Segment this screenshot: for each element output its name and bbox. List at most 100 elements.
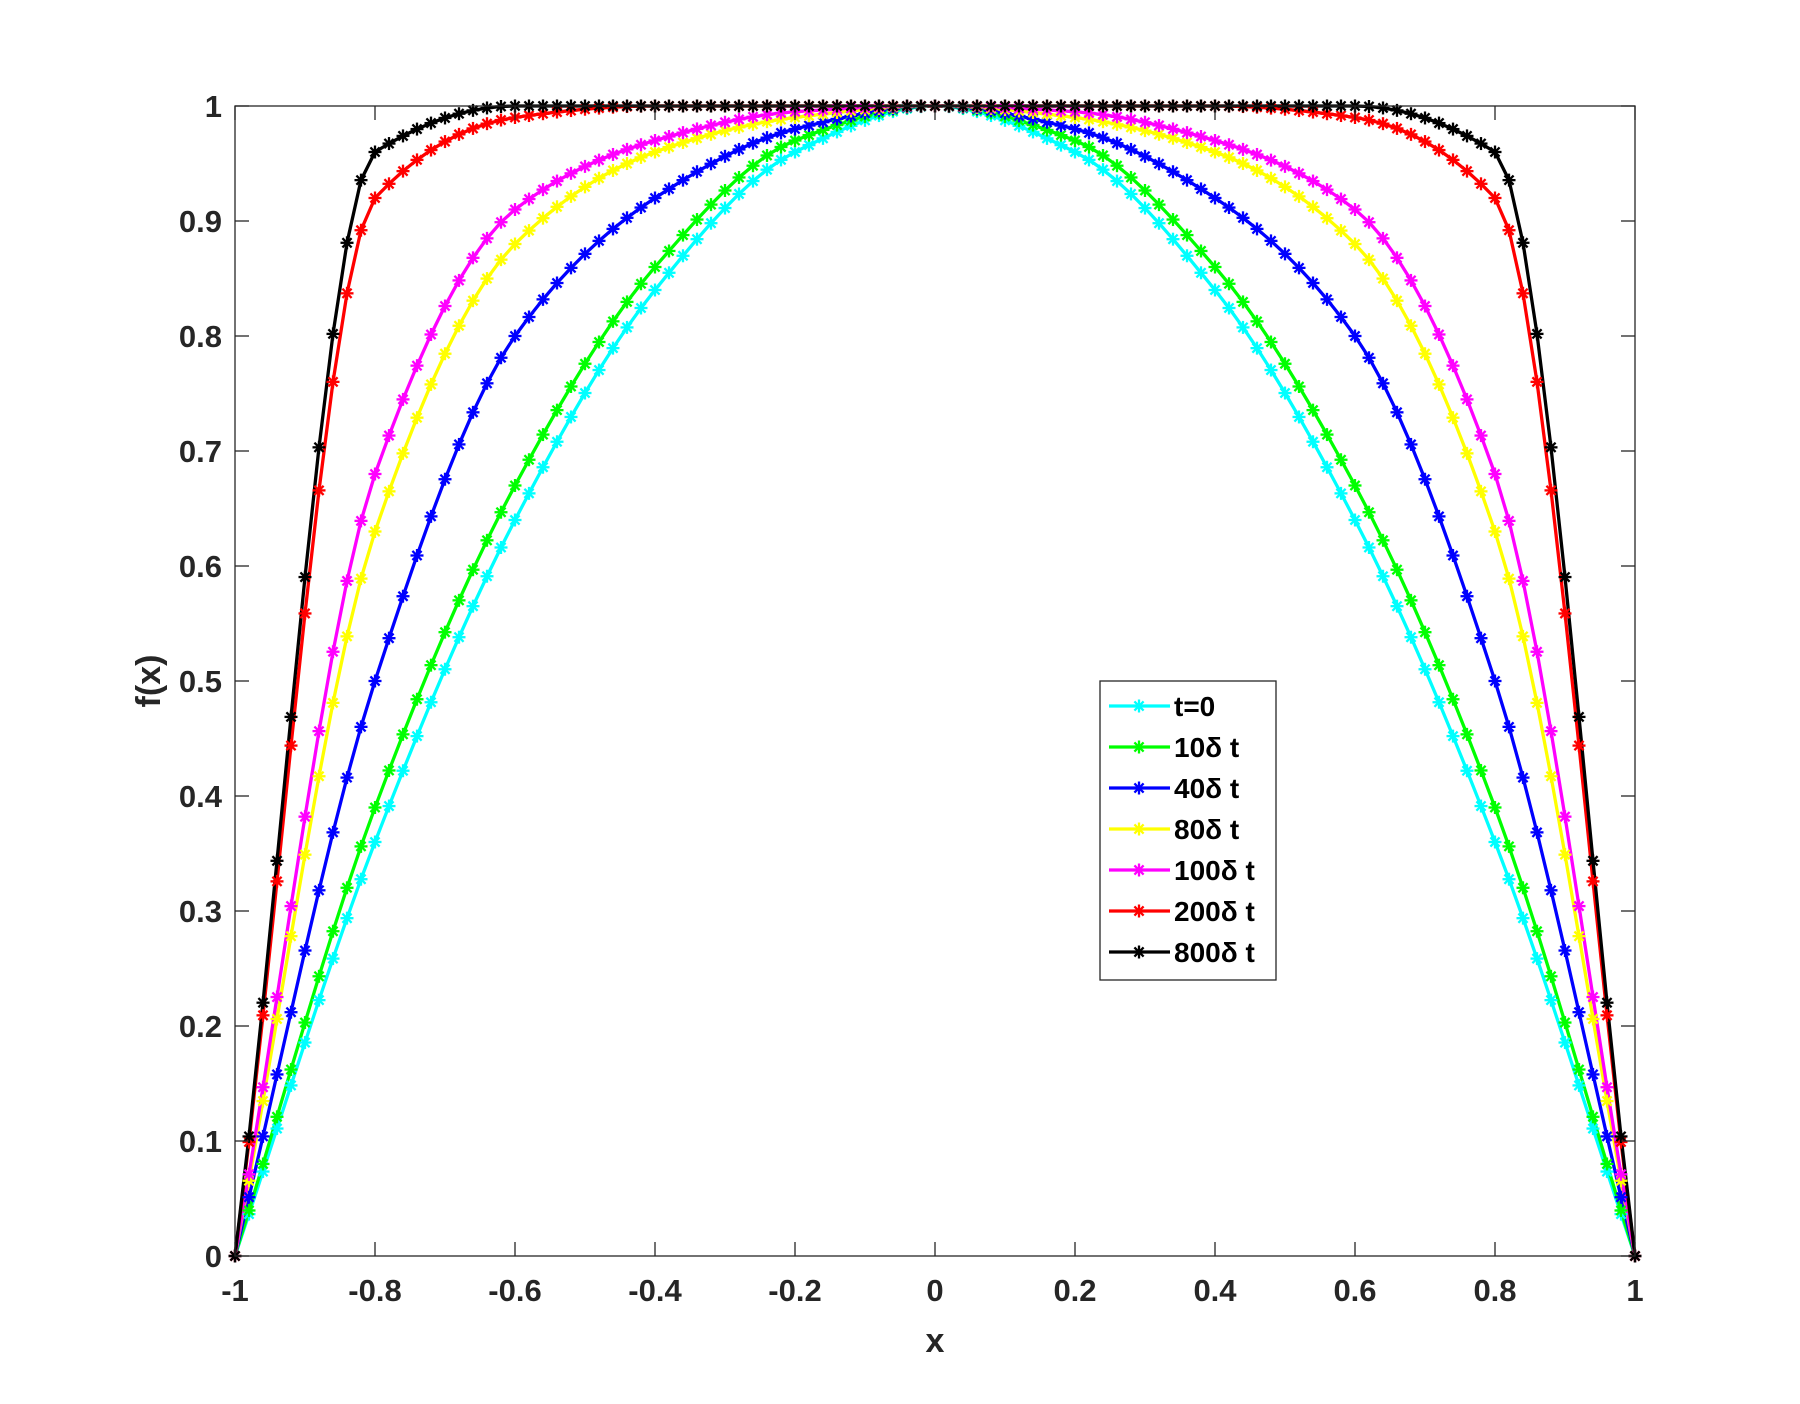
- data-point-1-69: [1194, 244, 1208, 258]
- data-point-5-96: [1572, 739, 1586, 753]
- data-point-1-38: [760, 148, 774, 162]
- data-point-0-67: [1166, 232, 1180, 246]
- data-point-3-3: [270, 1012, 284, 1026]
- data-point-1-91: [1502, 839, 1516, 853]
- data-point-3-85: [1418, 347, 1432, 361]
- data-point-5-85: [1418, 135, 1432, 149]
- data-point-0-85: [1418, 662, 1432, 676]
- data-point-2-38: [760, 131, 774, 145]
- data-point-4-71: [1222, 138, 1236, 152]
- data-point-1-1: [242, 1203, 256, 1217]
- data-point-2-31: [662, 182, 676, 196]
- legend-swatch-marker: [1132, 822, 1146, 836]
- data-point-4-76: [1292, 166, 1306, 180]
- data-point-3-30: [648, 145, 662, 159]
- data-point-6-11: [382, 137, 396, 151]
- data-point-3-5: [298, 848, 312, 862]
- legend-label: 10δ t: [1174, 732, 1239, 763]
- data-point-4-2: [256, 1080, 270, 1094]
- data-point-3-13: [410, 411, 424, 425]
- data-point-1-75: [1278, 357, 1292, 371]
- data-point-0-86: [1432, 695, 1446, 709]
- data-point-0-40: [788, 145, 802, 159]
- data-point-5-15: [438, 135, 452, 149]
- data-point-4-26: [592, 153, 606, 167]
- data-point-1-82: [1376, 533, 1390, 547]
- data-point-2-27: [606, 222, 620, 236]
- data-point-2-10: [368, 674, 382, 688]
- data-point-0-39: [774, 153, 788, 167]
- data-point-1-67: [1166, 213, 1180, 227]
- y-axis: 0 0.1 0.2 0.3 0.4 0.5 0.6 0.7 0.8 0.9 1: [179, 89, 1635, 1274]
- x-tick-label: 0.6: [1333, 1273, 1376, 1308]
- data-point-3-25: [578, 180, 592, 194]
- data-point-2-62: [1096, 131, 1110, 145]
- data-point-2-70: [1208, 191, 1222, 205]
- y-axis-label: f(x): [130, 655, 168, 708]
- data-point-2-86: [1432, 509, 1446, 523]
- data-point-4-10: [368, 467, 382, 481]
- data-point-5-97: [1586, 874, 1600, 888]
- data-point-3-84: [1404, 319, 1418, 333]
- data-point-3-97: [1586, 1012, 1600, 1026]
- data-point-0-16: [452, 630, 466, 644]
- data-point-0-58: [1040, 131, 1054, 145]
- data-point-4-94: [1544, 724, 1558, 738]
- data-point-0-12: [396, 764, 410, 778]
- data-point-2-19: [494, 351, 508, 365]
- data-point-0-63: [1110, 174, 1124, 188]
- data-point-2-20: [508, 329, 522, 343]
- data-point-1-87: [1446, 692, 1460, 706]
- data-point-3-79: [1334, 224, 1348, 238]
- legend-item: t=0: [1109, 691, 1215, 722]
- data-point-0-80: [1348, 513, 1362, 527]
- data-point-2-88: [1460, 589, 1474, 603]
- data-point-3-29: [634, 150, 648, 164]
- data-point-3-73: [1250, 163, 1264, 177]
- data-point-4-8: [340, 574, 354, 588]
- data-point-4-67: [1166, 122, 1180, 136]
- data-point-0-66: [1152, 216, 1166, 230]
- data-point-0-96: [1572, 1078, 1586, 1092]
- data-point-2-29: [634, 201, 648, 215]
- data-point-0-29: [634, 301, 648, 315]
- data-point-4-6: [312, 724, 326, 738]
- data-point-3-22: [536, 211, 550, 225]
- data-point-1-98: [1600, 1157, 1614, 1171]
- x-tick-label: 1: [1626, 1273, 1643, 1308]
- data-point-4-92: [1516, 574, 1530, 588]
- data-point-4-38: [760, 108, 774, 122]
- data-point-0-33: [690, 232, 704, 246]
- data-point-3-10: [368, 525, 382, 538]
- data-point-3-20: [508, 237, 522, 251]
- data-point-0-69: [1194, 266, 1208, 280]
- data-point-1-8: [340, 881, 354, 895]
- data-point-4-73: [1250, 147, 1264, 161]
- data-point-4-13: [410, 359, 424, 373]
- data-point-4-31: [662, 129, 676, 143]
- data-point-4-11: [382, 429, 396, 443]
- data-point-0-26: [592, 363, 606, 377]
- data-point-2-91: [1502, 720, 1516, 734]
- data-point-2-71: [1222, 201, 1236, 215]
- data-point-2-98: [1600, 1129, 1614, 1143]
- data-point-6-6: [312, 440, 326, 454]
- data-point-2-3: [270, 1067, 284, 1081]
- data-point-4-96: [1572, 899, 1586, 913]
- data-point-2-60: [1068, 122, 1082, 136]
- data-point-2-87: [1446, 549, 1460, 563]
- data-point-3-27: [606, 163, 620, 177]
- data-point-2-37: [746, 136, 760, 150]
- data-point-2-22: [536, 292, 550, 306]
- data-point-3-67: [1166, 131, 1180, 145]
- data-point-1-37: [746, 159, 760, 173]
- data-point-0-60: [1068, 145, 1082, 159]
- data-point-0-61: [1082, 153, 1096, 167]
- data-point-0-6: [312, 993, 326, 1007]
- data-point-0-10: [368, 835, 382, 849]
- data-point-1-90: [1488, 801, 1502, 814]
- data-point-2-26: [592, 234, 606, 248]
- data-point-5-17: [466, 121, 480, 135]
- x-tick-label: -0.6: [488, 1273, 541, 1308]
- data-point-6-85: [1418, 111, 1432, 125]
